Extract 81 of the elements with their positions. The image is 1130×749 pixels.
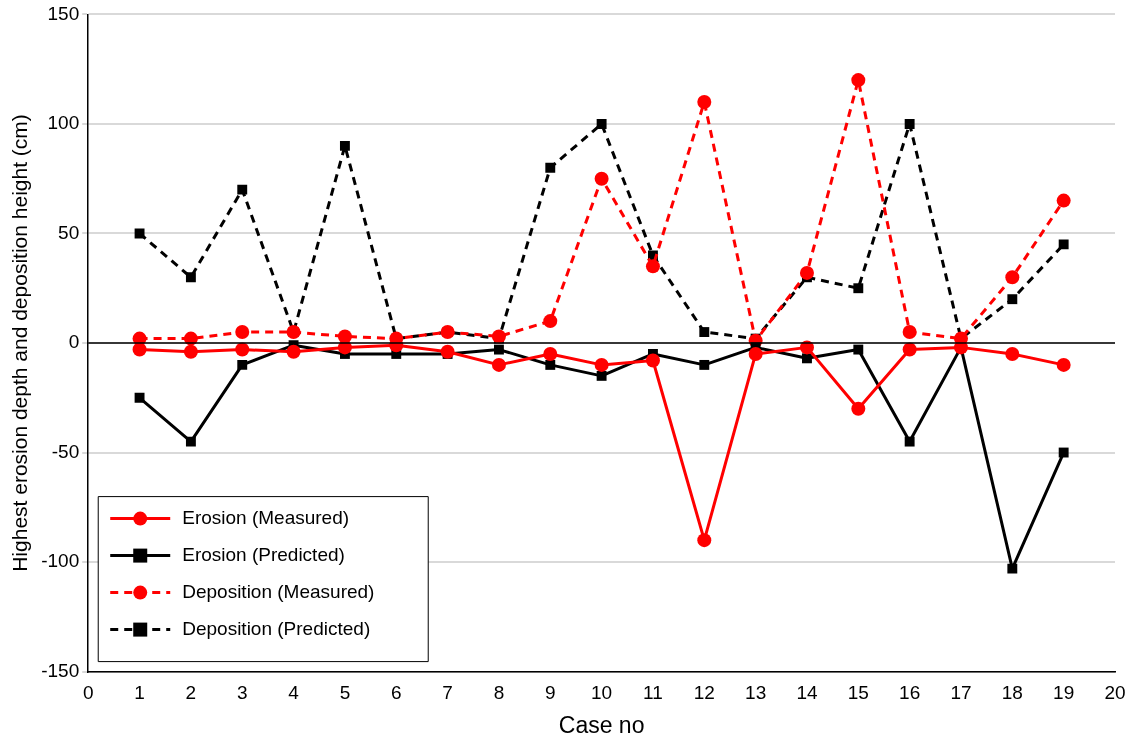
- point: [237, 184, 248, 195]
- x-tick-label: 20: [1104, 682, 1126, 704]
- point: [594, 171, 609, 186]
- point: [1007, 294, 1018, 305]
- x-tick-label: 9: [544, 682, 556, 704]
- point: [902, 325, 917, 340]
- point: [645, 353, 660, 368]
- y-tick-label: 150: [47, 2, 80, 24]
- point: [1058, 239, 1069, 250]
- point: [802, 353, 812, 364]
- x-tick-label: 6: [390, 682, 402, 704]
- y-tick-label: -100: [41, 550, 80, 572]
- x-tick-label: 3: [236, 682, 248, 704]
- x-tick-label: 4: [288, 682, 300, 704]
- point: [853, 283, 864, 294]
- x-tick-label: 14: [796, 682, 818, 704]
- point: [286, 344, 301, 359]
- y-tick-label: 0: [68, 331, 80, 353]
- x-tick-label: 18: [1001, 682, 1023, 704]
- x-tick-label: 12: [693, 682, 715, 704]
- point: [1007, 563, 1018, 574]
- point: [491, 357, 506, 372]
- point: [235, 325, 250, 340]
- point: [596, 370, 607, 381]
- point: [594, 357, 609, 372]
- point: [697, 95, 712, 110]
- point: [697, 533, 712, 548]
- x-axis-title: Case no: [558, 711, 645, 738]
- point: [596, 118, 607, 129]
- point: [1005, 270, 1020, 285]
- x-tick-label: 16: [899, 682, 921, 704]
- x-tick-label: 8: [493, 682, 505, 704]
- point: [851, 401, 866, 416]
- point: [235, 342, 250, 357]
- y-axis-title: Highest erosion depth and deposition height (cm): [8, 114, 32, 572]
- point: [853, 344, 864, 355]
- point: [185, 272, 196, 283]
- x-tick-label: 11: [643, 682, 663, 704]
- point: [183, 344, 198, 359]
- y-tick-label: 50: [58, 221, 80, 243]
- point: [493, 344, 504, 355]
- point: [851, 73, 866, 88]
- x-tick-label: 2: [185, 682, 197, 704]
- point: [1056, 193, 1071, 208]
- point: [699, 359, 710, 370]
- point: [799, 265, 814, 280]
- point: [132, 342, 147, 357]
- x-tick-label: 0: [82, 682, 94, 704]
- point: [545, 359, 556, 370]
- point: [699, 327, 710, 337]
- legend-label: Erosion (Measured): [182, 506, 350, 528]
- point: [902, 342, 917, 357]
- x-tick-label: 1: [134, 682, 145, 704]
- point: [134, 392, 145, 403]
- x-tick-label: 19: [1053, 682, 1075, 704]
- y-tick-label: -150: [41, 659, 80, 681]
- point: [185, 436, 196, 447]
- point: [543, 346, 558, 361]
- point: [134, 228, 145, 239]
- x-tick-label: 17: [950, 682, 972, 704]
- point: [237, 359, 248, 370]
- point: [904, 118, 915, 129]
- point: [1056, 357, 1071, 372]
- x-tick-label: 5: [339, 682, 351, 704]
- point: [748, 346, 763, 361]
- point: [1005, 346, 1020, 361]
- x-tick-label: 13: [745, 682, 767, 704]
- x-tick-label: 15: [847, 682, 869, 704]
- legend-label: Deposition (Predicted): [182, 617, 371, 639]
- point: [645, 259, 660, 274]
- x-tick-label: 7: [442, 682, 453, 704]
- point: [1058, 447, 1069, 458]
- point: [904, 436, 915, 447]
- y-tick-label: -50: [51, 440, 80, 462]
- point: [543, 314, 558, 329]
- point: [339, 140, 350, 151]
- legend-label: Erosion (Predicted): [182, 543, 345, 565]
- y-tick-label: 100: [47, 112, 80, 134]
- x-tick-label: 10: [591, 682, 613, 704]
- point: [545, 162, 556, 173]
- legend-label: Deposition (Measured): [182, 580, 375, 602]
